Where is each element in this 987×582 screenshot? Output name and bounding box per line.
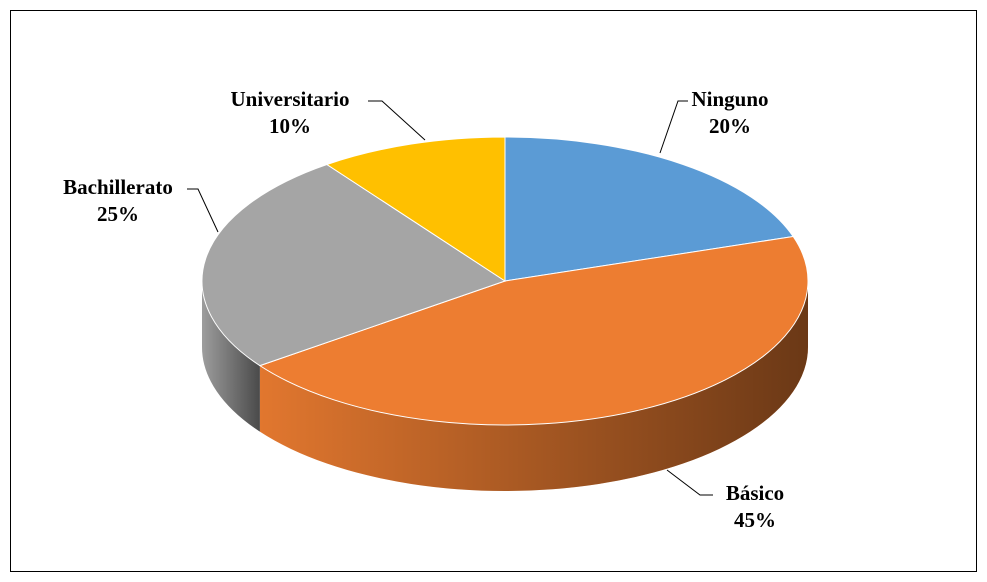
category-label: Ninguno — [691, 87, 768, 111]
category-label: Básico — [726, 481, 784, 505]
data-labels: Ninguno 20% Básico 45% Bachillerato 25% Univer… — [63, 87, 784, 532]
value-label: 25% — [97, 202, 139, 226]
leader-line — [187, 188, 219, 233]
slice — [258, 235, 809, 426]
slice — [504, 136, 795, 282]
leader-line — [368, 100, 426, 141]
slice — [325, 136, 506, 282]
value-label: 45% — [734, 508, 776, 532]
slice — [201, 163, 507, 367]
leader-line — [659, 100, 688, 154]
slice-side-shade — [202, 281, 260, 432]
pie-sides — [202, 281, 808, 491]
pie-tops — [201, 136, 809, 426]
category-label: Bachillerato — [63, 175, 173, 199]
value-label: 10% — [269, 114, 311, 138]
leader-line — [666, 469, 713, 496]
category-label: Universitario — [231, 87, 350, 111]
slice-side-shade — [259, 281, 808, 491]
value-label: 20% — [709, 114, 751, 138]
